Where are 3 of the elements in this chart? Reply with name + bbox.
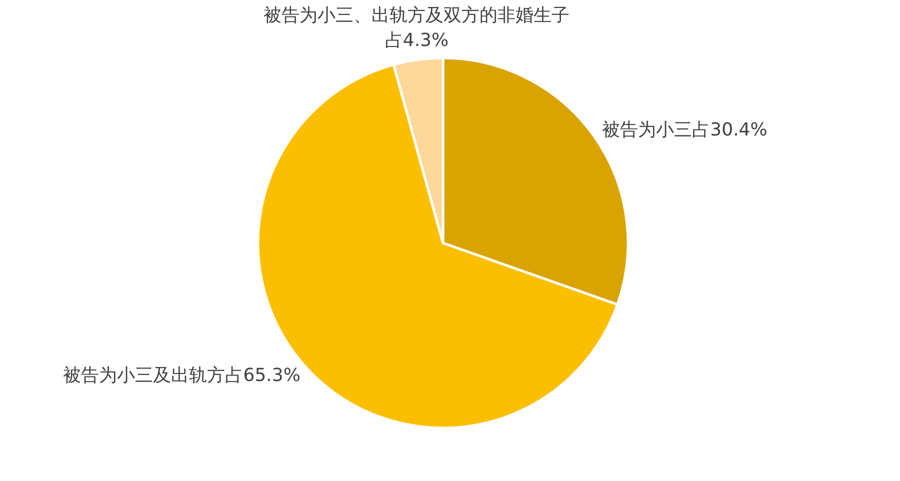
slice-label: 被告为小三、出轨方及双方的非婚生子占4.3% <box>264 4 570 51</box>
slice-label: 被告为小三占30.4% <box>602 119 768 140</box>
slice-label: 被告为小三及出轨方占65.3% <box>63 365 300 386</box>
